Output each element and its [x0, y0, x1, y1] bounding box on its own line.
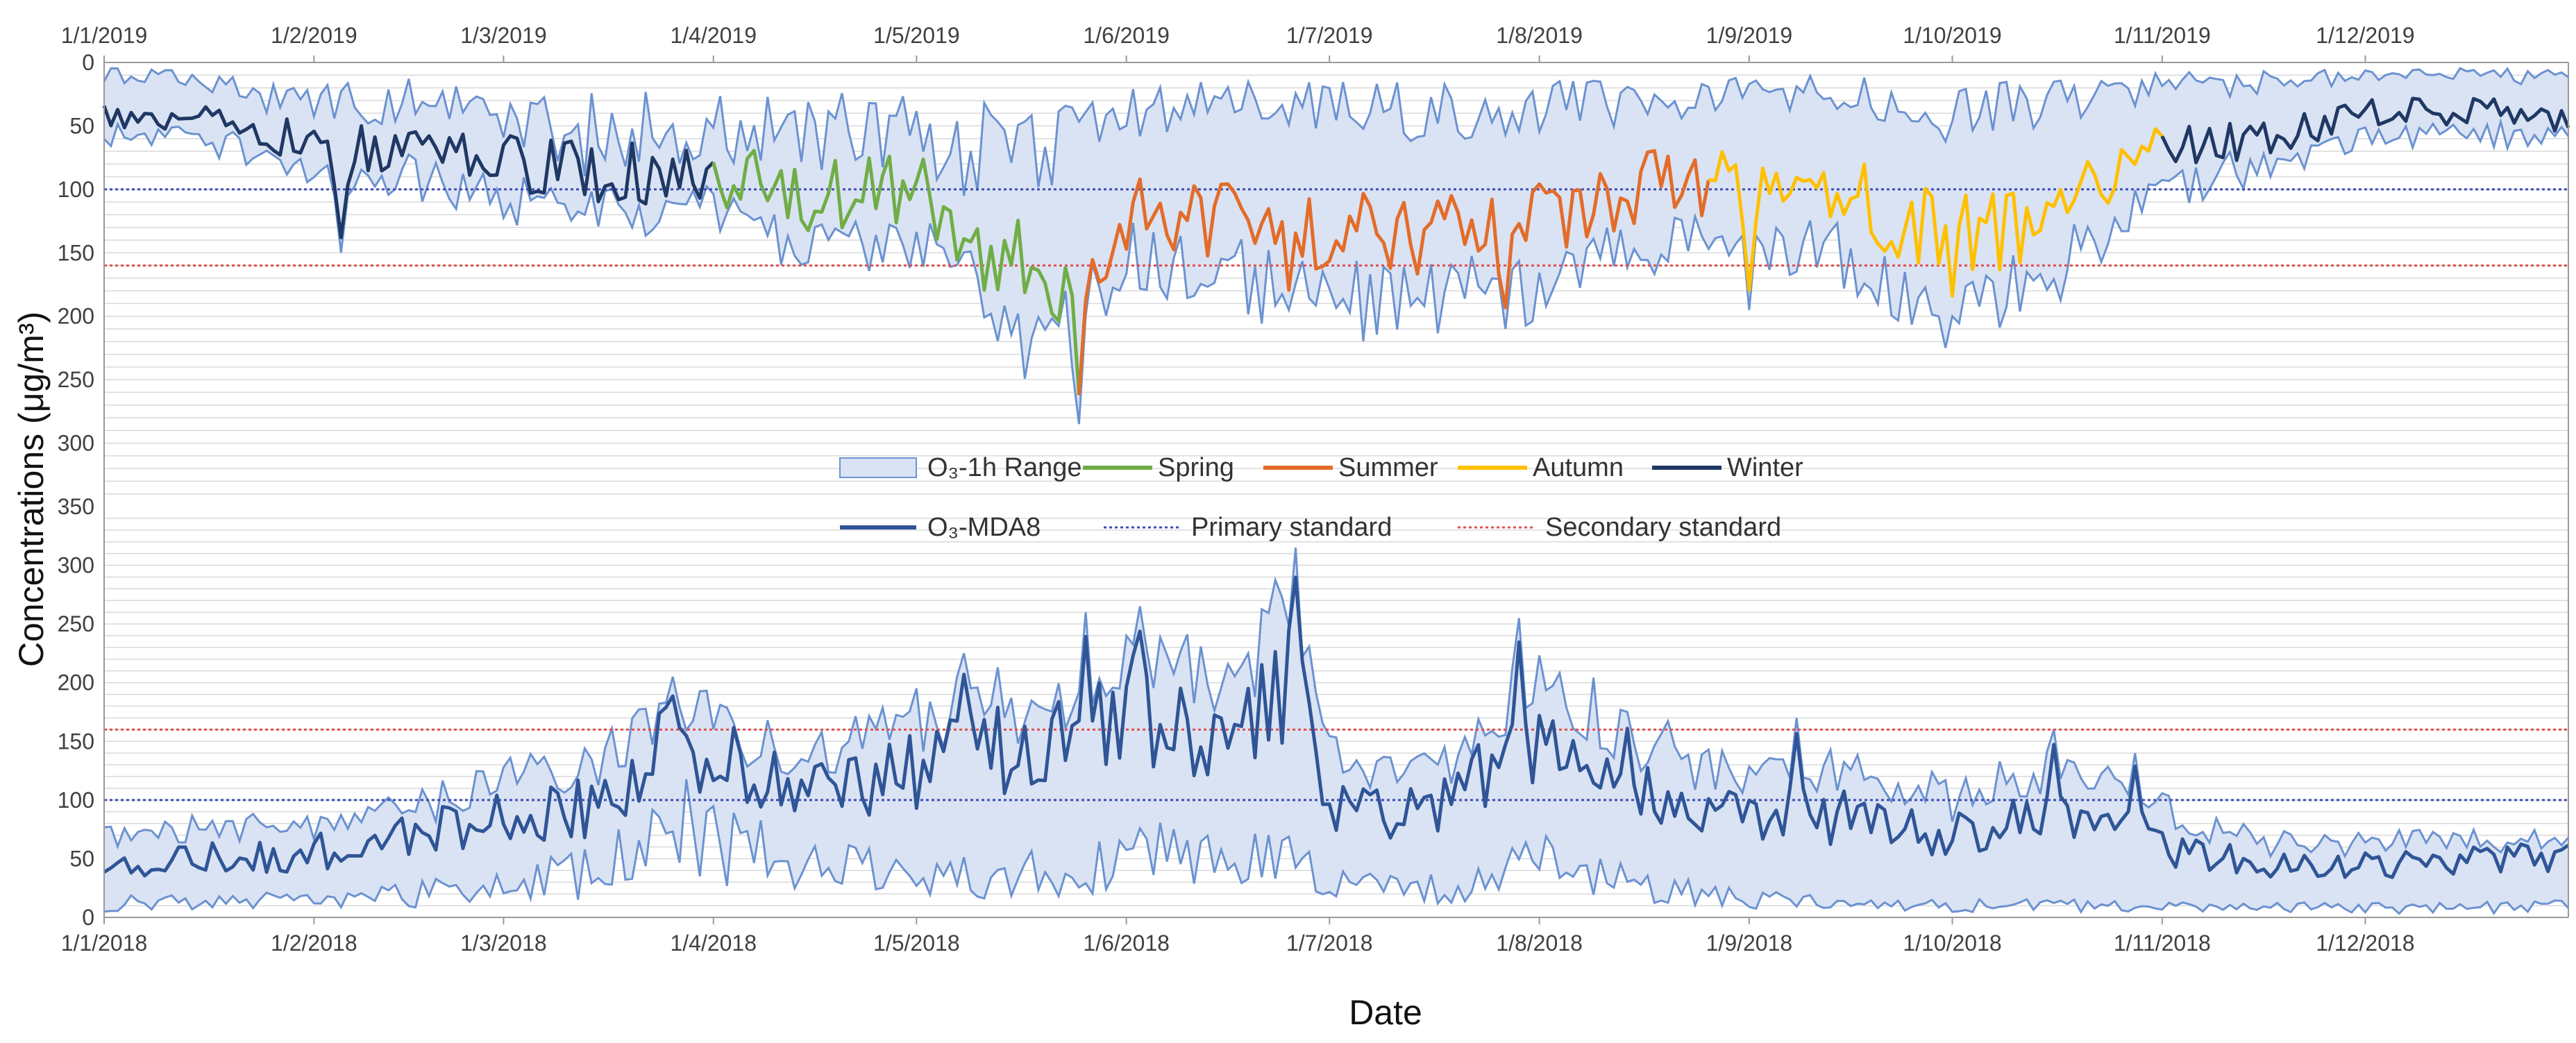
legend-label-range: O₃-1h Range	[927, 453, 1082, 482]
winter-mda8-line	[102, 105, 715, 239]
legend-item-primary: Primary standard	[1104, 513, 1392, 542]
x-tick-label-2019: 1/4/2019	[670, 23, 757, 48]
tick-labels: 0 50 100 150 200 250 300 350 0 50 100 150 200 250 300 1…	[58, 23, 2415, 956]
summer-mda8-line	[1077, 149, 1710, 396]
x-tick-label-2018: 1/1/2018	[61, 931, 148, 956]
x-tick-label-2018: 1/7/2018	[1286, 931, 1373, 956]
y-tick-label-2019: 200	[58, 304, 94, 329]
y-axis-title: Concentrations (μg/m³)	[12, 312, 51, 667]
x-tick-label-2018: 1/12/2018	[2316, 931, 2414, 956]
range-band	[104, 548, 2568, 914]
y-tick-label-2019: 50	[69, 113, 94, 138]
range-max-line	[103, 117, 2570, 425]
x-tick-label-2019: 1/5/2019	[873, 23, 960, 48]
x-tick-label-2018: 1/5/2018	[873, 931, 960, 956]
x-tick-label-2018: 1/10/2018	[1903, 931, 2001, 956]
panel-2018-o3-1h-range	[103, 548, 2570, 915]
legend-item-autumn: Autumn	[1458, 453, 1624, 482]
panel-2019-mda8-seasonal-lines	[102, 96, 2570, 396]
x-tick-label-2019: 1/2/2019	[271, 23, 357, 48]
spring-mda8-line	[712, 149, 1081, 396]
legend: O₃-1h Range Spring Summer Autumn Winter …	[839, 453, 1803, 542]
winter-mda8-line	[2160, 96, 2570, 164]
autumn-mda8-line	[1708, 127, 2164, 298]
x-tick-label-2019: 1/8/2019	[1496, 23, 1583, 48]
x-tick-label-2018: 1/4/2018	[670, 931, 757, 956]
x-tick-label-2019: 1/11/2019	[2114, 23, 2211, 48]
range-min-line	[103, 779, 2570, 915]
y-tick-label-2019: 300	[58, 431, 94, 456]
y-tick-label-2018: 200	[58, 670, 94, 695]
x-tick-label-2018: 1/11/2018	[2114, 931, 2211, 956]
panel-2018-mda8-line	[103, 575, 2570, 879]
legend-label-secondary: Secondary standard	[1545, 513, 1781, 542]
legend-label-spring: Spring	[1158, 453, 1234, 482]
x-tick-label-2019: 1/9/2019	[1706, 23, 1793, 48]
legend-label-primary: Primary standard	[1191, 513, 1392, 542]
x-tick-label-2019: 1/7/2019	[1286, 23, 1373, 48]
y-tick-label-2019: 350	[58, 494, 94, 519]
legend-swatch-range	[839, 457, 917, 478]
legend-label-autumn: Autumn	[1533, 453, 1624, 482]
y-tick-label-2019: 150	[58, 240, 94, 265]
x-tick-label-2019: 1/10/2019	[1903, 23, 2001, 48]
x-tick-label-2019: 1/6/2019	[1083, 23, 1170, 48]
x-tick-label-2018: 1/3/2018	[460, 931, 547, 956]
y-tick-label-2019: 0	[82, 50, 94, 75]
x-tick-label-2018: 1/8/2018	[1496, 931, 1583, 956]
y-tick-label-2018: 150	[58, 729, 94, 754]
x-tick-label-2019: 1/3/2019	[460, 23, 547, 48]
mda8-line	[103, 575, 2570, 879]
legend-item-secondary: Secondary standard	[1458, 513, 1781, 542]
range-min-line	[103, 67, 2569, 196]
x-tick-label-2018: 1/2/2018	[271, 931, 357, 956]
y-tick-label-2019: 100	[58, 177, 94, 202]
legend-item-range: O₃-1h Range	[839, 453, 1082, 482]
x-tick-label-2018: 1/6/2018	[1083, 931, 1170, 956]
x-tick-label-2019: 1/1/2019	[61, 23, 148, 48]
legend-item-mda8: O₃-MDA8	[840, 513, 1041, 542]
y-tick-label-2018: 50	[69, 846, 94, 871]
legend-item-spring: Spring	[1083, 453, 1234, 482]
legend-label-mda8: O₃-MDA8	[927, 513, 1041, 542]
x-tick-label-2018: 1/9/2018	[1706, 931, 1793, 956]
legend-label-winter: Winter	[1727, 453, 1803, 482]
axes	[103, 56, 2569, 924]
y-tick-label-2018: 100	[58, 788, 94, 813]
y-tick-label-2019: 250	[58, 367, 94, 392]
range-max-line	[103, 548, 2570, 859]
x-tick-label-2019: 1/12/2019	[2316, 23, 2414, 48]
x-axis-title: Date	[1349, 993, 1422, 1032]
y-tick-label-2018: 250	[58, 611, 94, 636]
y-tick-label-2018: 300	[58, 553, 94, 578]
y-tick-label-2018: 0	[82, 905, 94, 930]
legend-label-summer: Summer	[1338, 453, 1438, 482]
legend-item-summer: Summer	[1263, 453, 1438, 482]
legend-item-winter: Winter	[1652, 453, 1803, 482]
